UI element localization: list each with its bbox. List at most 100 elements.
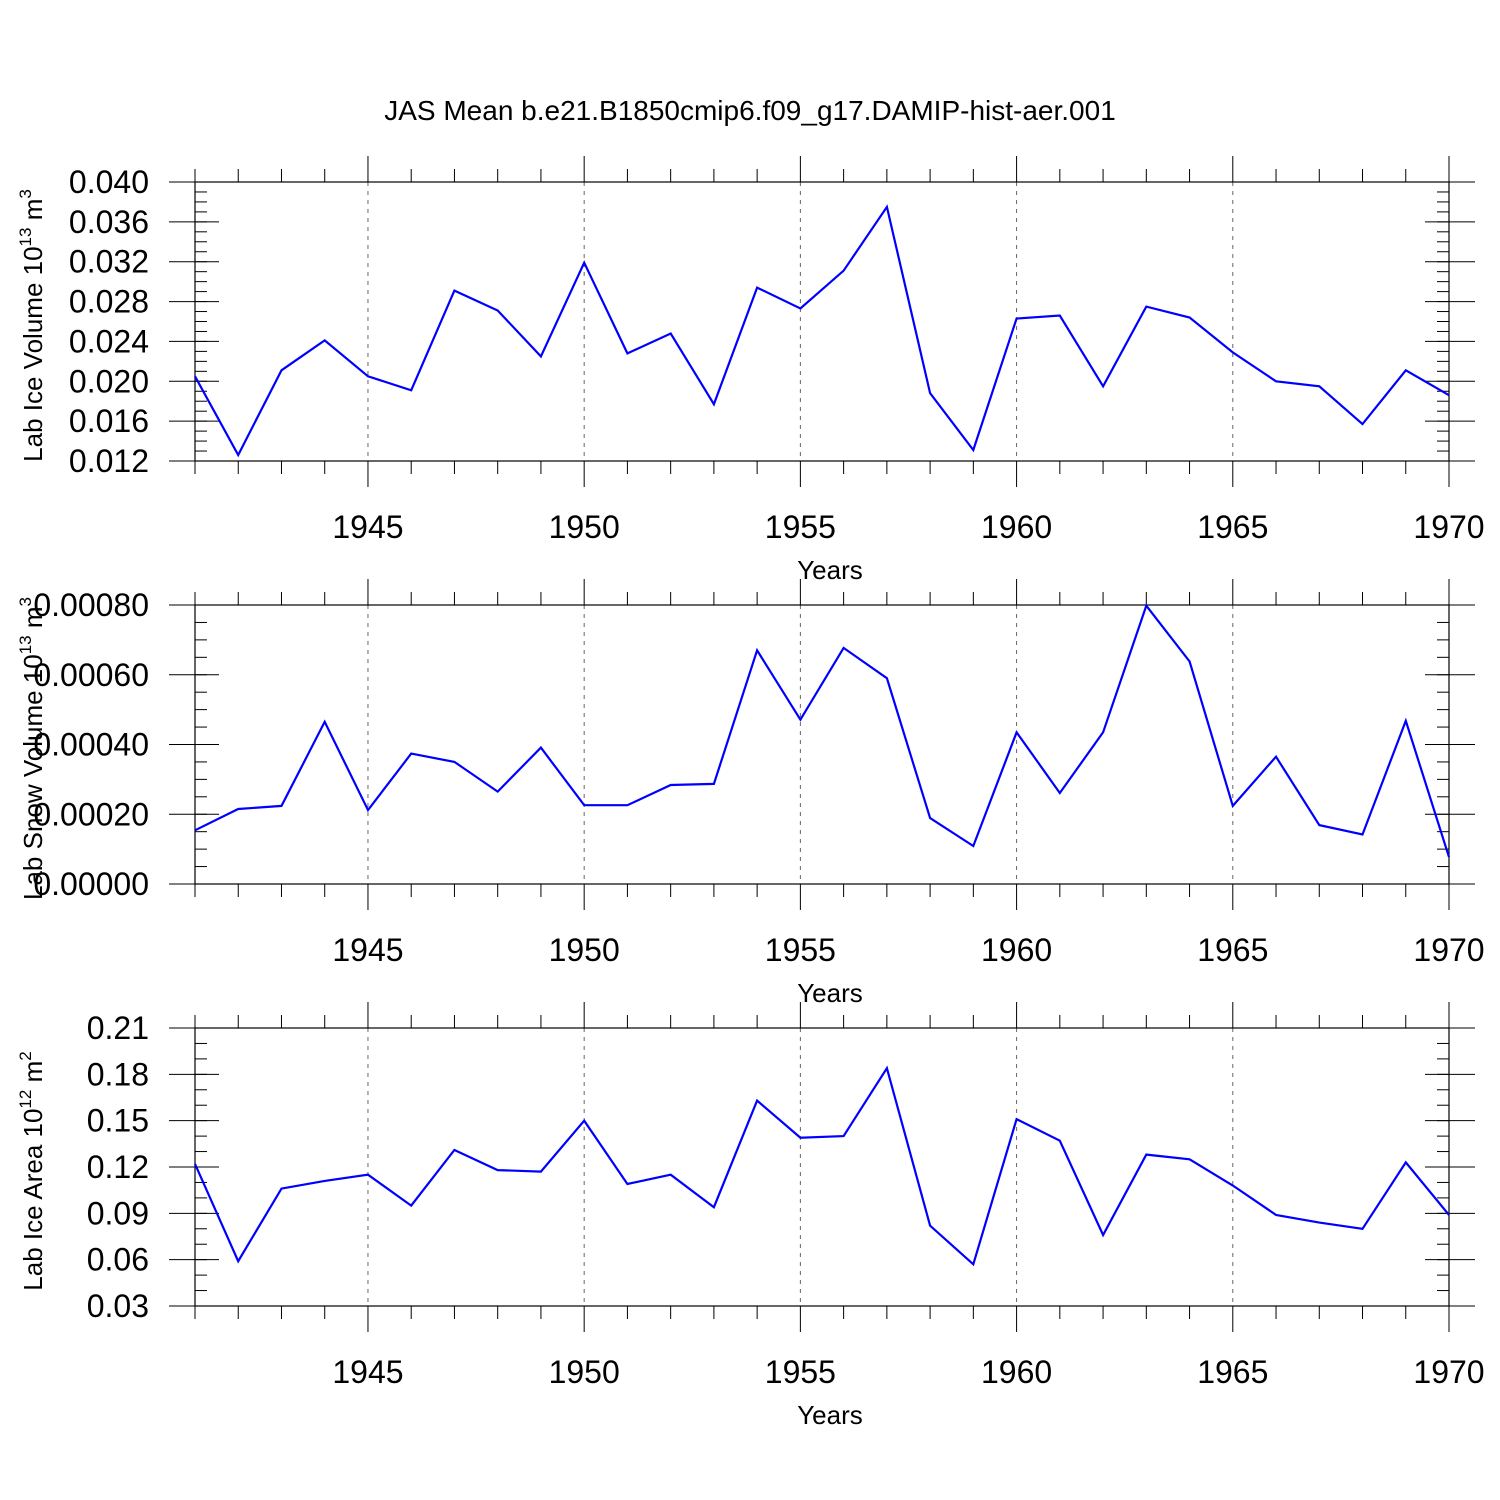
data-point (1232, 351, 1234, 353)
data-point (1102, 731, 1104, 733)
data-point (1405, 1161, 1407, 1163)
data-point (1448, 1214, 1450, 1216)
x-tick-label: 1945 (332, 932, 403, 968)
plot-frame (194, 604, 1450, 885)
data-point (1059, 315, 1061, 317)
data-point (1448, 856, 1450, 858)
x-tick-label: 1970 (1413, 932, 1484, 968)
x-tick-label: 1955 (765, 1354, 836, 1390)
data-point (670, 332, 672, 334)
chart-title: JAS Mean b.e21.B1850cmip6.f09_g17.DAMIP-… (384, 95, 1116, 126)
data-point (886, 1067, 888, 1069)
data-point (886, 206, 888, 208)
plot-frame (194, 1027, 1450, 1307)
data-point (453, 761, 455, 763)
y-tick-label: 0.028 (69, 284, 149, 320)
data-point (583, 262, 585, 264)
data-point (453, 290, 455, 292)
x-tick-label: 1965 (1197, 932, 1268, 968)
data-point (972, 449, 974, 451)
data-point (1318, 824, 1320, 826)
data-point (583, 1120, 585, 1122)
y-tick-label: 0.036 (69, 204, 149, 240)
data-point (194, 829, 196, 831)
data-point (1362, 1228, 1364, 1230)
data-point (1275, 1214, 1277, 1216)
data-point (410, 389, 412, 391)
x-tick-label: 1955 (765, 932, 836, 968)
data-point (799, 719, 801, 721)
x-axis-label: Years (797, 978, 863, 1008)
data-point (237, 808, 239, 810)
data-point (843, 1135, 845, 1137)
data-point (497, 310, 499, 312)
data-point (1059, 1140, 1061, 1142)
x-tick-label: 1950 (549, 1354, 620, 1390)
data-point (713, 1206, 715, 1208)
data-point (1145, 306, 1147, 308)
data-point (799, 308, 801, 310)
data-point (280, 805, 282, 807)
data-point (1448, 394, 1450, 396)
data-point (367, 809, 369, 811)
data-point (540, 747, 542, 749)
data-point (670, 1174, 672, 1176)
x-tick-label: 1970 (1413, 1354, 1484, 1390)
y-tick-label: 0.00000 (33, 866, 149, 902)
data-point (799, 1137, 801, 1139)
x-tick-label: 1970 (1413, 509, 1484, 545)
data-point (1189, 317, 1191, 319)
y-tick-label: 0.06 (87, 1242, 149, 1278)
data-point (540, 1171, 542, 1173)
data-point (1318, 1222, 1320, 1224)
data-point (1318, 385, 1320, 387)
x-tick-label: 1965 (1197, 1354, 1268, 1390)
x-tick-label: 1945 (332, 509, 403, 545)
data-point (1232, 805, 1234, 807)
y-tick-label: 0.00040 (33, 727, 149, 763)
y-tick-label: 0.016 (69, 403, 149, 439)
x-tick-label: 1945 (332, 1354, 403, 1390)
x-tick-label: 1950 (549, 932, 620, 968)
data-point (324, 1180, 326, 1182)
data-point (367, 1174, 369, 1176)
y-tick-label: 0.040 (69, 164, 149, 200)
data-point (929, 817, 931, 819)
data-point (1145, 1154, 1147, 1156)
panel-3: 0.03 0.06 0.09 0.12 0.15 0.18 0.21 1945 1950 1955… (16, 1002, 1485, 1430)
data-point (453, 1149, 455, 1151)
y-tick-label: 0.012 (69, 443, 149, 479)
y-tick-label: 0.00020 (33, 796, 149, 832)
data-point (1362, 833, 1364, 835)
y-tick-label: 0.15 (87, 1103, 149, 1139)
y-tick-label: 0.21 (87, 1010, 149, 1046)
data-point (194, 375, 196, 377)
data-point (583, 804, 585, 806)
data-point (626, 1183, 628, 1185)
data-point (1189, 1158, 1191, 1160)
data-point (972, 845, 974, 847)
data-point (367, 375, 369, 377)
data-point (713, 403, 715, 405)
data-point (756, 287, 758, 289)
data-point (843, 647, 845, 649)
x-axis-label: Years (797, 1400, 863, 1430)
data-point (626, 804, 628, 806)
data-point (194, 1163, 196, 1165)
data-point (280, 369, 282, 371)
data-point (713, 783, 715, 785)
y-axis-label: Lab Ice Area 1012 m2 (16, 1051, 48, 1290)
data-point (756, 649, 758, 651)
plot-frame (194, 181, 1450, 462)
y-axis-label: Lab Ice Volume 1013 m3 (16, 189, 48, 462)
x-tick-label: 1965 (1197, 509, 1268, 545)
data-point (1016, 318, 1018, 320)
data-point (1275, 380, 1277, 382)
data-point (626, 352, 628, 354)
y-tick-label: 0.12 (87, 1149, 149, 1185)
data-point (843, 270, 845, 272)
x-tick-label: 1955 (765, 509, 836, 545)
data-point (410, 753, 412, 755)
data-point (410, 1205, 412, 1207)
x-tick-label: 1960 (981, 932, 1052, 968)
